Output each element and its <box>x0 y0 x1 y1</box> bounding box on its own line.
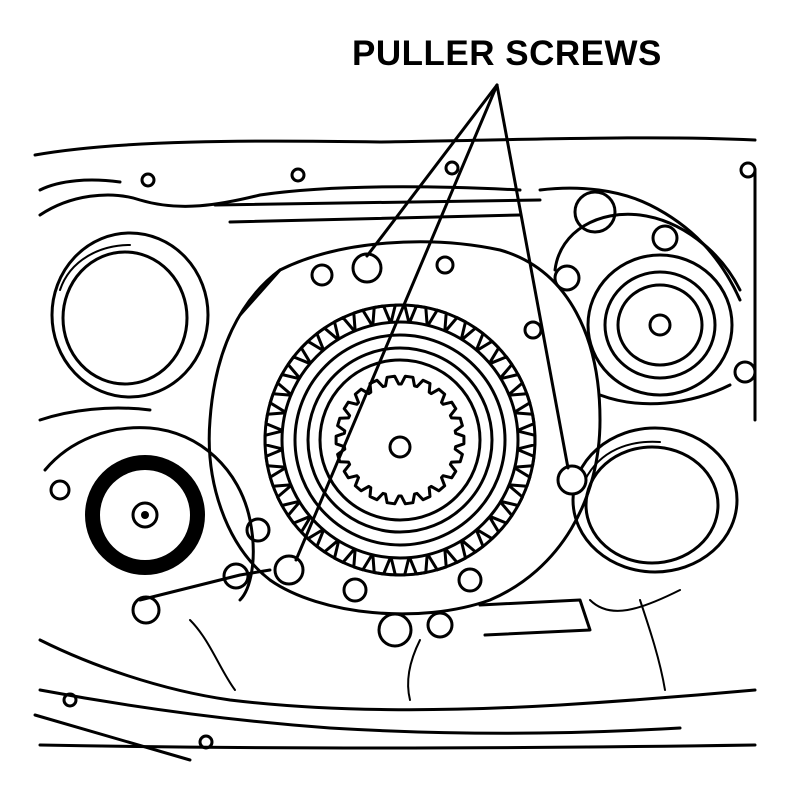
gear-assembly <box>263 303 537 577</box>
puller-screw-right <box>556 464 588 496</box>
gear-teeth <box>263 303 537 577</box>
hub-splines <box>334 374 466 506</box>
housing-bolts <box>49 160 757 750</box>
left-lower-seal <box>43 426 272 625</box>
housing-outline <box>33 136 757 762</box>
right-lower-bore <box>571 426 739 574</box>
puller-screw-top <box>351 252 383 284</box>
left-upper-bore <box>50 231 210 399</box>
retainer-plate <box>207 240 602 648</box>
right-upper-bore <box>553 190 742 406</box>
puller-screws-label: PULLER SCREWS <box>352 34 662 73</box>
puller-screw-bottom-left <box>273 554 305 586</box>
leader-lines <box>294 83 570 562</box>
